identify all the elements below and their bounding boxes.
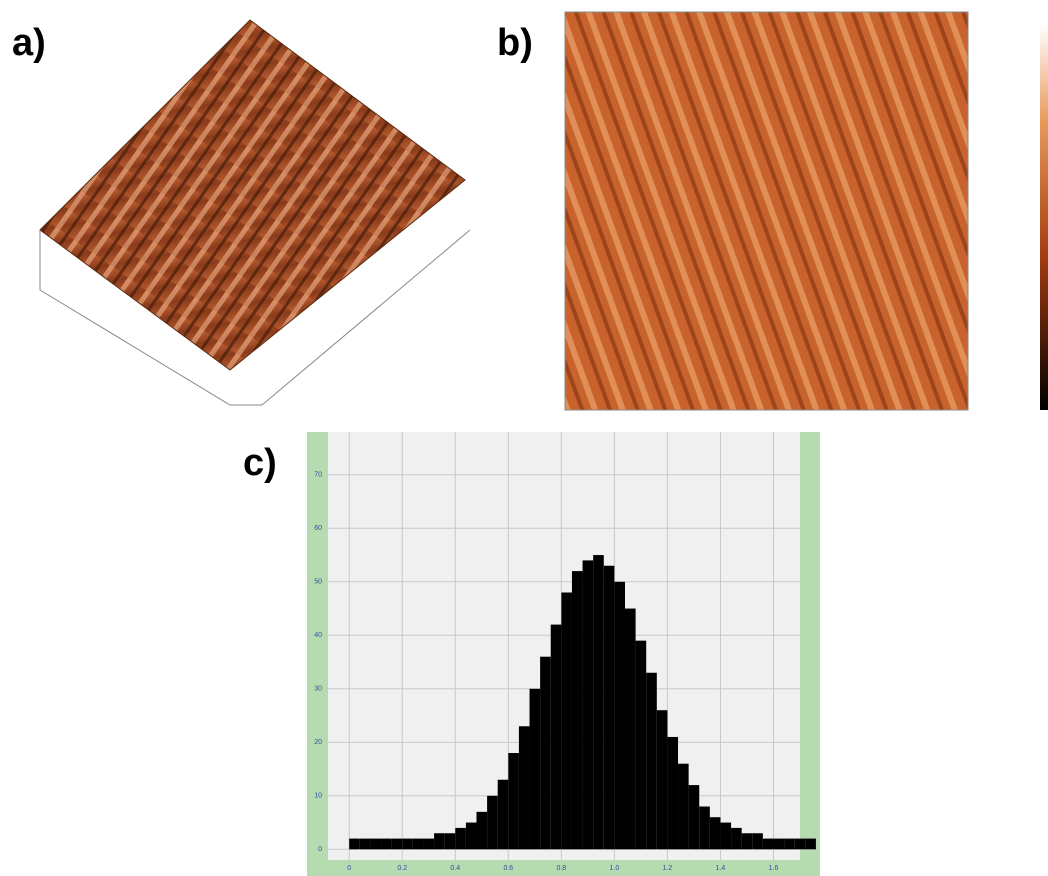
y-tick-label: 20 [314,739,322,746]
bar [508,753,519,849]
bar [498,780,509,850]
bar [487,796,498,850]
bar [763,839,774,850]
bar [583,560,594,849]
x-tick-label: 0.6 [503,865,513,872]
bar [593,555,604,849]
bar [476,812,487,849]
bar [742,833,753,849]
y-tick-label: 50 [314,579,322,586]
x-tick-label: 1.0 [610,865,620,872]
y-tick-label: 30 [314,686,322,693]
height-map [565,12,968,410]
bar [519,726,530,849]
x-tick-label: 0.4 [450,865,460,872]
page: a) b) c) 0 10 20 30 40 50 60 70 0 0.2 0.4 0.6 0.8 1.0… [0,0,1048,876]
bar [689,785,700,849]
bar [381,839,392,850]
bar [360,839,371,850]
bar [370,839,381,850]
color-bar [1040,25,1048,410]
y-tick-label: 0 [318,846,322,853]
bar [466,823,477,850]
x-tick-label: 1.4 [716,865,726,872]
bar [678,764,689,850]
bar [413,839,424,850]
figure: a) b) c) 0 10 20 30 40 50 60 70 0 0.2 0.4 0.6 0.8 1.0… [0,0,1048,876]
bar [710,817,721,849]
bar [699,807,710,850]
bar [392,839,403,850]
bar [805,839,816,850]
x-tick-label: 0 [347,865,351,872]
bar [551,625,562,850]
y-tick-label: 40 [314,632,322,639]
bar [530,689,541,850]
bar [402,839,413,850]
bar [720,823,731,850]
x-tick-label: 0.8 [556,865,566,872]
y-tick-label: 60 [314,525,322,532]
y-tick-label: 70 [314,472,322,479]
surface-plot [40,20,470,405]
bar [657,710,668,849]
x-tick-label: 0.2 [397,865,407,872]
bar [604,566,615,850]
x-tick-label: 1.2 [663,865,673,872]
panel-label: b) [497,22,533,64]
bar [795,839,806,850]
bar [625,609,636,850]
panel-label: a) [12,22,46,64]
bar [349,839,360,850]
bar [540,657,551,850]
x-tick-label: 1.6 [769,865,779,872]
panel-label: c) [243,442,277,484]
bar [667,737,678,849]
bar [455,828,466,849]
bar [752,833,763,849]
bar [731,828,742,849]
y-tick-label: 10 [314,793,322,800]
bar [784,839,795,850]
bar [561,593,572,850]
surface [40,20,465,370]
bar [614,582,625,850]
bar [423,839,434,850]
bar [636,641,647,850]
bar [434,833,445,849]
bar [646,673,657,850]
bar [572,571,583,849]
bar [445,833,456,849]
bar [773,839,784,850]
